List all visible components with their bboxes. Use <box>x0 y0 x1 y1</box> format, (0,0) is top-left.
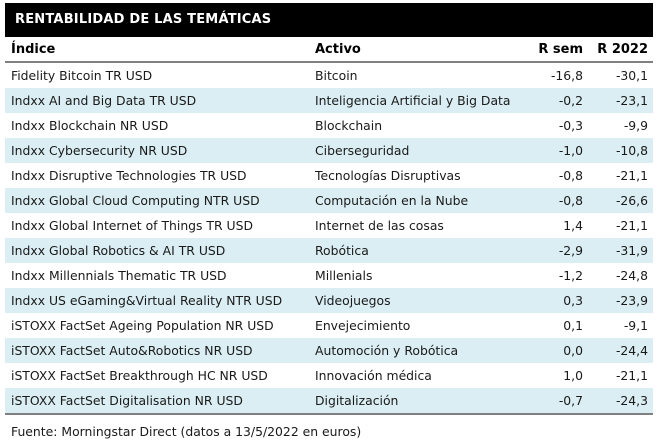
asset-name-cell: Digitalización <box>315 393 399 408</box>
index-name-cell: Indxx Millennials Thematic TR USD <box>11 268 227 283</box>
index-name-cell: Indxx Global Robotics & AI TR USD <box>11 243 226 258</box>
weekly-return-cell: -2,9 <box>558 243 583 258</box>
column-header-r-2022: R 2022 <box>597 41 648 57</box>
asset-name-cell: Millenials <box>315 268 373 283</box>
table-row: Indxx AI and Big Data TR USD Inteligencia… <box>5 88 653 113</box>
ytd-return-cell: -26,6 <box>615 193 648 208</box>
weekly-return-cell: -0,2 <box>558 93 583 108</box>
returns-table: RENTABILIDAD DE LAS TEMÁTICAS Índice Act… <box>5 3 653 439</box>
weekly-return-cell: -1,0 <box>558 143 583 158</box>
index-name-cell: iSTOXX FactSet Breakthrough HC NR USD <box>11 368 268 383</box>
index-name-cell: Indxx Global Internet of Things TR USD <box>11 218 254 233</box>
ytd-return-cell: -10,8 <box>615 143 648 158</box>
weekly-return-cell: -0,8 <box>558 168 583 183</box>
ytd-return-cell: -21,1 <box>615 368 648 383</box>
asset-name-cell: Bitcoin <box>315 68 358 83</box>
asset-name-cell: Tecnologías Disruptivas <box>315 168 461 183</box>
asset-name-cell: Innovación médica <box>315 368 432 383</box>
asset-name-cell: Internet de las cosas <box>315 218 444 233</box>
table-row: Indxx Global Robotics & AI TR USD Robótic… <box>5 238 653 263</box>
index-name-cell: Indxx Cybersecurity NR USD <box>11 143 188 158</box>
table-row: Indxx Global Internet of Things TR USD In… <box>5 213 653 238</box>
table-body: Fidelity Bitcoin TR USD Bitcoin -16,8 -30,1… <box>5 63 653 415</box>
weekly-return-cell: 0,3 <box>563 293 583 308</box>
weekly-return-cell: 1,4 <box>563 218 583 233</box>
column-header-activo: Activo <box>315 41 361 57</box>
source-note: Fuente: Morningstar Direct (datos a 13/5… <box>5 415 653 439</box>
index-name-cell: Indxx AI and Big Data TR USD <box>11 93 197 108</box>
index-name-cell: Indxx Blockchain NR USD <box>11 118 169 133</box>
table-row: Indxx Cybersecurity NR USD Ciberseguridad… <box>5 138 653 163</box>
ytd-return-cell: -24,3 <box>615 393 648 408</box>
weekly-return-cell: -0,3 <box>558 118 583 133</box>
weekly-return-cell: -0,8 <box>558 193 583 208</box>
asset-name-cell: Blockchain <box>315 118 383 133</box>
weekly-return-cell: -0,7 <box>558 393 583 408</box>
index-name-cell: Indxx US eGaming&Virtual Reality NTR USD <box>11 293 283 308</box>
column-header-r-sem: R sem <box>538 41 583 57</box>
table-row: Indxx Millennials Thematic TR USD Milleni… <box>5 263 653 288</box>
asset-name-cell: Computación en la Nube <box>315 193 469 208</box>
weekly-return-cell: -16,8 <box>550 68 583 83</box>
table-row: Indxx Blockchain NR USD Blockchain -0,3 -9,… <box>5 113 653 138</box>
table-row: Indxx Disruptive Technologies TR USD Tecn… <box>5 163 653 188</box>
asset-name-cell: Robótica <box>315 243 369 258</box>
ytd-return-cell: -9,9 <box>623 118 648 133</box>
index-name-cell: iSTOXX FactSet Auto&Robotics NR USD <box>11 343 253 358</box>
index-name-cell: iSTOXX FactSet Ageing Population NR USD <box>11 318 274 333</box>
ytd-return-cell: -30,1 <box>615 68 648 83</box>
ytd-return-cell: -23,1 <box>615 93 648 108</box>
asset-name-cell: Envejecimiento <box>315 318 411 333</box>
index-name-cell: Indxx Global Cloud Computing NTR USD <box>11 193 260 208</box>
column-header-indice: Índice <box>11 41 56 57</box>
ytd-return-cell: -21,1 <box>615 168 648 183</box>
index-name-cell: iSTOXX FactSet Digitalisation NR USD <box>11 393 243 408</box>
asset-name-cell: Automoción y Robótica <box>315 343 459 358</box>
index-name-cell: Indxx Disruptive Technologies TR USD <box>11 168 247 183</box>
table-row: Indxx Global Cloud Computing NTR USD Comp… <box>5 188 653 213</box>
table-title-bar: RENTABILIDAD DE LAS TEMÁTICAS <box>5 3 653 37</box>
asset-name-cell: Videojuegos <box>315 293 391 308</box>
table-row: Indxx US eGaming&Virtual Reality NTR USD… <box>5 288 653 313</box>
asset-name-cell: Inteligencia Artificial y Big Data <box>315 93 511 108</box>
table-row: iSTOXX FactSet Digitalisation NR USD Digi… <box>5 388 653 413</box>
ytd-return-cell: -24,8 <box>615 268 648 283</box>
ytd-return-cell: -24,4 <box>615 343 648 358</box>
ytd-return-cell: -9,1 <box>623 318 648 333</box>
asset-name-cell: Ciberseguridad <box>315 143 410 158</box>
table-header-row: Índice Activo R sem R 2022 <box>5 37 653 63</box>
table-title: RENTABILIDAD DE LAS TEMÁTICAS <box>15 12 272 27</box>
weekly-return-cell: -1,2 <box>558 268 583 283</box>
ytd-return-cell: -31,9 <box>615 243 648 258</box>
index-name-cell: Fidelity Bitcoin TR USD <box>11 68 153 83</box>
table-row: iSTOXX FactSet Breakthrough HC NR USD Inn… <box>5 363 653 388</box>
weekly-return-cell: 0,0 <box>563 343 583 358</box>
weekly-return-cell: 1,0 <box>563 368 583 383</box>
table-row: iSTOXX FactSet Ageing Population NR USD E… <box>5 313 653 338</box>
ytd-return-cell: -23,9 <box>615 293 648 308</box>
table-row: iSTOXX FactSet Auto&Robotics NR USD Autom… <box>5 338 653 363</box>
ytd-return-cell: -21,1 <box>615 218 648 233</box>
weekly-return-cell: 0,1 <box>563 318 583 333</box>
table-row: Fidelity Bitcoin TR USD Bitcoin -16,8 -30,1 <box>5 63 653 88</box>
